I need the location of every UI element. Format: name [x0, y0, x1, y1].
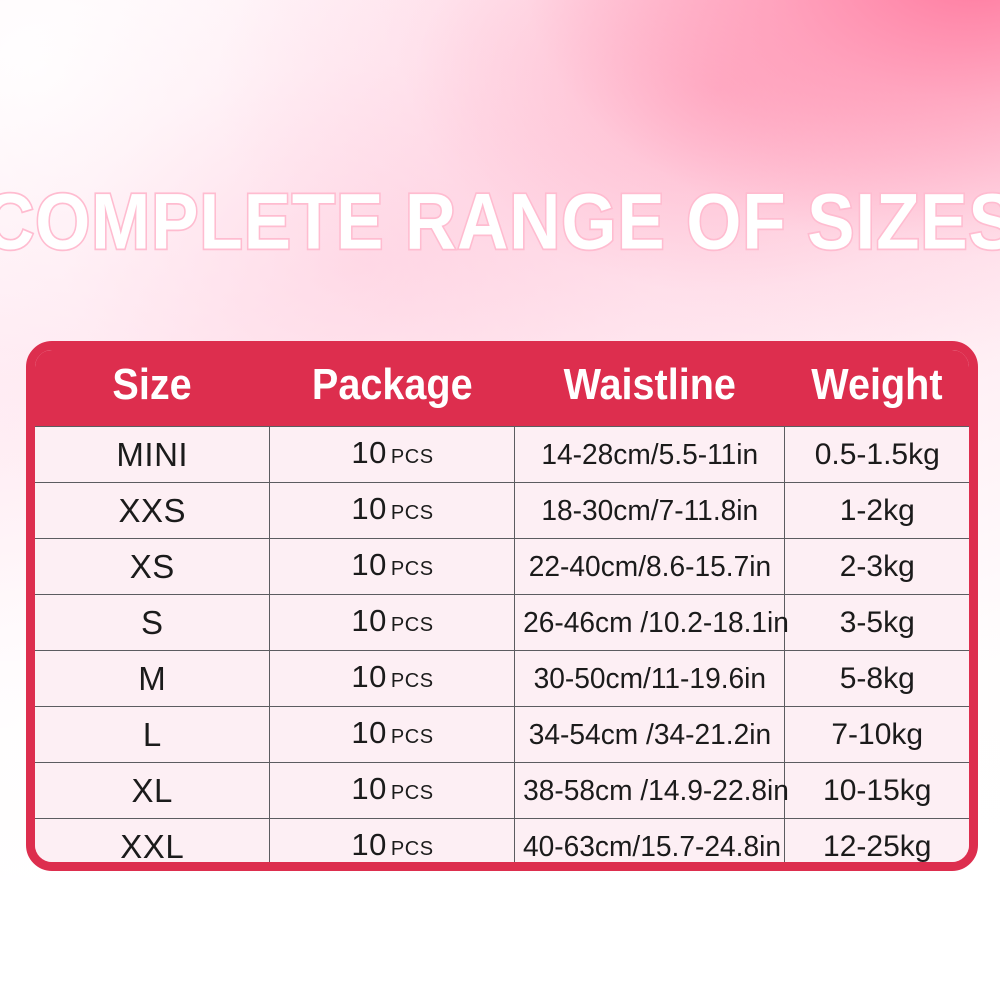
cell-size: XL: [35, 762, 271, 819]
cell-size: XXS: [35, 482, 271, 539]
cell-waistline: 18-30cm/7-11.8in: [514, 482, 786, 539]
column-header-package: Package: [269, 350, 515, 427]
cell-package: 10 PCS: [269, 594, 516, 651]
page-title: COMPLETE RANGE OF SIZES: [0, 177, 1000, 267]
package-unit: PCS: [390, 781, 434, 804]
column-header-weight: Weight: [784, 350, 969, 427]
cell-weight: 12-25kg: [784, 818, 969, 862]
package-quantity: 10: [351, 434, 387, 470]
waistline-value: 22-40cm/8.6-15.7in: [528, 550, 772, 583]
cell-weight: 3-5kg: [784, 594, 969, 651]
cell-size: MINI: [35, 426, 271, 483]
table-row: XXS 10 PCS 18-30cm/7-11.8in 1-2kg: [35, 482, 969, 539]
column-header-size-label: Size: [112, 360, 193, 409]
package-quantity: 10: [351, 602, 387, 638]
cell-waistline: 14-28cm/5.5-11in: [514, 426, 786, 483]
cell-weight: 2-3kg: [784, 538, 969, 595]
cell-size: M: [35, 650, 271, 707]
cell-weight: 5-8kg: [784, 650, 969, 707]
package-unit: PCS: [390, 725, 434, 748]
waistline-value: 18-30cm/7-11.8in: [541, 494, 759, 527]
cell-package: 10 PCS: [269, 426, 516, 483]
size-table-frame: Size Package Waistline Weight MINI 10 PCS 1…: [26, 341, 978, 871]
cell-size: XS: [35, 538, 271, 595]
waistline-value: 40-63cm/15.7-24.8in: [523, 830, 782, 863]
cell-package: 10 PCS: [269, 650, 516, 707]
table-row: L 10 PCS 34-54cm /34-21.2in 7-10kg: [35, 706, 969, 763]
package-unit: PCS: [390, 445, 434, 468]
cell-package: 10 PCS: [269, 482, 516, 539]
package-unit: PCS: [390, 501, 434, 524]
package-unit: PCS: [390, 613, 434, 636]
cell-weight: 0.5-1.5kg: [784, 426, 969, 483]
package-unit: PCS: [390, 669, 434, 692]
cell-weight: 1-2kg: [784, 482, 969, 539]
table-row: MINI 10 PCS 14-28cm/5.5-11in 0.5-1.5kg: [35, 426, 969, 483]
cell-waistline: 34-54cm /34-21.2in: [514, 706, 786, 763]
size-table: Size Package Waistline Weight MINI 10 PCS 1…: [35, 350, 969, 863]
column-header-waistline: Waistline: [514, 350, 785, 427]
column-header-weight-label: Weight: [811, 360, 943, 409]
package-quantity: 10: [351, 826, 387, 862]
cell-waistline: 26-46cm /10.2-18.1in: [514, 594, 789, 651]
cell-package: 10 PCS: [269, 538, 516, 595]
table-row: XXL 10 PCS 40-63cm/15.7-24.8in 12-25kg: [35, 818, 969, 863]
cell-waistline: 40-63cm/15.7-24.8in: [514, 818, 786, 863]
table-row: S 10 PCS 26-46cm /10.2-18.1in 3-5kg: [35, 594, 969, 651]
table-row: M 10 PCS 30-50cm/11-19.6in 5-8kg: [35, 650, 969, 707]
package-unit: PCS: [390, 557, 434, 580]
column-header-size: Size: [35, 350, 270, 427]
package-quantity: 10: [351, 490, 387, 526]
table-body: MINI 10 PCS 14-28cm/5.5-11in 0.5-1.5kg XXS 10 P…: [35, 426, 969, 863]
cell-size: L: [35, 706, 271, 763]
cell-waistline: 22-40cm/8.6-15.7in: [514, 538, 786, 595]
cell-waistline: 30-50cm/11-19.6in: [514, 650, 786, 707]
package-quantity: 10: [351, 546, 387, 582]
table-header-row: Size Package Waistline Weight: [35, 350, 969, 427]
table-row: XL 10 PCS 38-58cm /14.9-22.8in 10-15kg: [35, 762, 969, 819]
package-unit: PCS: [390, 837, 434, 860]
cell-size: S: [35, 594, 271, 651]
column-header-package-label: Package: [312, 360, 473, 409]
cell-weight: 7-10kg: [784, 706, 969, 763]
package-quantity: 10: [351, 714, 387, 750]
cell-weight: 10-15kg: [784, 762, 969, 819]
waistline-value: 30-50cm/11-19.6in: [533, 662, 767, 695]
cell-size: XXL: [35, 818, 271, 862]
waistline-value: 34-54cm /34-21.2in: [528, 718, 772, 751]
table-row: XS 10 PCS 22-40cm/8.6-15.7in 2-3kg: [35, 538, 969, 595]
package-quantity: 10: [351, 658, 387, 694]
package-quantity: 10: [351, 770, 387, 806]
waistline-value: 14-28cm/5.5-11in: [541, 438, 759, 471]
waistline-value: 26-46cm /10.2-18.1in: [523, 606, 790, 639]
waistline-value: 38-58cm /14.9-22.8in: [523, 774, 790, 807]
cell-package: 10 PCS: [269, 818, 516, 862]
cell-package: 10 PCS: [269, 762, 516, 819]
table-header: Size Package Waistline Weight: [35, 350, 969, 427]
cell-package: 10 PCS: [269, 706, 516, 763]
column-header-waistline-label: Waistline: [563, 360, 737, 409]
cell-waistline: 38-58cm /14.9-22.8in: [514, 762, 789, 819]
